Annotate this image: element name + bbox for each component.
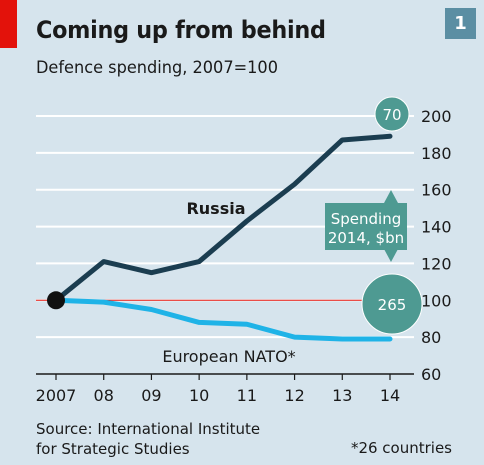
source-line-1: Source: International Institute xyxy=(36,420,261,438)
source-note: Source: International Institute for Stra… xyxy=(36,419,336,459)
x-tick-label-12: 12 xyxy=(284,386,304,405)
chart-title: Coming up from behind xyxy=(36,16,326,44)
chart-subtitle: Defence spending, 2007=100 xyxy=(36,58,278,78)
series-label-european-nato: European NATO* xyxy=(162,347,295,366)
chart-number-badge: 1 xyxy=(445,8,476,39)
nato-spending-value: 265 xyxy=(378,296,407,314)
source-line-2: for Strategic Studies xyxy=(36,440,190,458)
y-tick-label-200: 200 xyxy=(421,107,452,126)
brand-red-bar xyxy=(0,0,17,48)
x-tick-label-11: 11 xyxy=(237,386,257,405)
y-tick-label-160: 160 xyxy=(421,181,452,200)
russia-spending-bubble xyxy=(374,96,410,132)
y-tick-label-180: 180 xyxy=(421,144,452,163)
start-point-marker xyxy=(47,291,65,310)
x-tick-label-14: 14 xyxy=(380,386,400,405)
series-line-european-nato xyxy=(53,297,393,342)
callout-arrow-up xyxy=(384,190,398,203)
callout-line-1: Spending xyxy=(331,210,402,228)
x-tick-label-09: 09 xyxy=(141,386,161,405)
x-tick-label-08: 08 xyxy=(94,386,114,405)
series-line-russia xyxy=(53,133,393,303)
x-tick-label-2007: 2007 xyxy=(36,386,77,405)
x-tick-label-13: 13 xyxy=(332,386,352,405)
callout-arrow-down xyxy=(384,249,398,262)
series-label-russia: Russia xyxy=(186,199,245,218)
nato-spending-bubble xyxy=(361,273,423,335)
callout-line-2: 2014, $bn xyxy=(328,229,404,247)
y-tick-label-140: 140 xyxy=(421,218,452,237)
y-tick-label-80: 80 xyxy=(421,328,441,347)
y-tick-label-60: 60 xyxy=(421,365,441,384)
y-tick-label-120: 120 xyxy=(421,254,452,273)
y-tick-label-100: 100 xyxy=(421,291,452,310)
russia-spending-value: 70 xyxy=(382,106,401,124)
callout-box xyxy=(325,203,407,250)
footnote: *26 countries xyxy=(350,439,452,457)
x-tick-label-10: 10 xyxy=(189,386,209,405)
